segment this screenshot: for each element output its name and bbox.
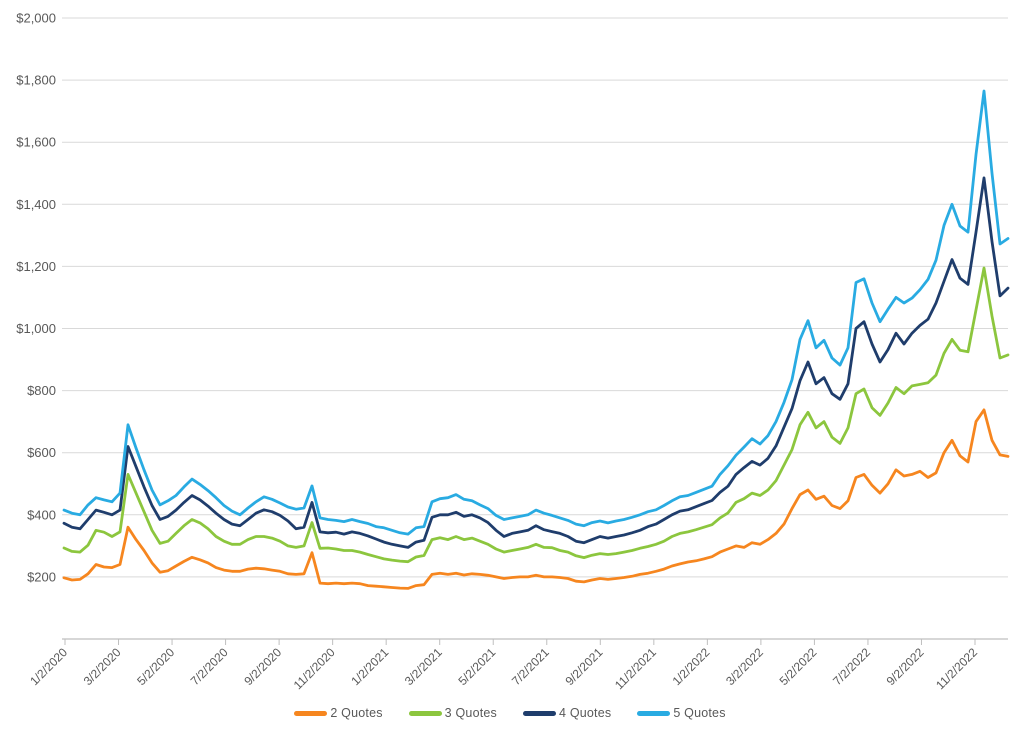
y-axis-tick-label: $1,200 — [16, 259, 56, 274]
legend-label: 3 Quotes — [444, 706, 497, 720]
x-axis-tick-label: 5/2/2021 — [455, 645, 498, 688]
legend-swatch-line — [294, 710, 328, 716]
series-line-2-quotes — [62, 408, 1010, 590]
legend-label: 2 Quotes — [330, 706, 383, 720]
x-axis-tick-label: 7/2/2020 — [188, 645, 231, 688]
x-axis-tick-label: 11/2/2022 — [933, 645, 980, 692]
y-axis-tick-label: $1,600 — [16, 135, 56, 150]
y-axis-tick-label: $1,800 — [16, 73, 56, 88]
x-axis-tick-label: 9/2/2022 — [884, 645, 927, 688]
legend-swatch-line — [523, 710, 556, 716]
legend-item-3-quotes: 3 Quotes — [408, 706, 497, 720]
x-axis-tick-label: 9/2/2020 — [241, 645, 284, 688]
x-axis-tick-label: 3/2/2021 — [402, 645, 445, 688]
legend-label: 5 Quotes — [673, 706, 726, 720]
legend-item-4-quotes: 4 Quotes — [523, 706, 611, 720]
data-series — [62, 89, 1010, 590]
x-axis-tick-label: 7/2/2021 — [509, 645, 552, 688]
series-line-3-quotes — [62, 266, 1010, 564]
x-axis-tick-label: 3/2/2020 — [81, 645, 124, 688]
x-axis-tick-label: 1/2/2021 — [348, 645, 391, 688]
y-axis-tick-label: $400 — [27, 507, 56, 522]
x-axis-tick-label: 1/2/2020 — [27, 645, 70, 688]
x-axis-tick-label: 5/2/2020 — [134, 645, 177, 688]
y-axis-tick-label: $600 — [27, 445, 56, 460]
x-axis-tick-label: 9/2/2021 — [562, 645, 605, 688]
x-axis-tick-label: 1/2/2022 — [670, 645, 713, 688]
legend-item-2-quotes: 2 Quotes — [294, 706, 382, 720]
gridlines — [62, 17, 1008, 578]
x-axis-labels: 1/2/2020 3/2/2020 5/2/2020 7/2/2020 9/2/2020… — [27, 645, 980, 692]
y-axis-tick-label: $800 — [27, 383, 56, 398]
y-axis-tick-label: $1,400 — [16, 197, 56, 212]
series-line-5-quotes — [62, 89, 1010, 536]
chart-legend: 2 Quotes 3 Quotes 4 Quotes 5 Quotes — [0, 706, 1020, 720]
legend-swatch-line — [408, 710, 442, 716]
axes — [62, 638, 1008, 645]
series-line-4-quotes — [62, 176, 1010, 549]
x-axis-tick-label: 5/2/2022 — [777, 645, 820, 688]
x-axis-tick-label: 7/2/2022 — [830, 645, 873, 688]
y-axis-labels: $200 $400 $600 $800 $1,000 $1,200 $1,400 $1,600… — [16, 11, 56, 585]
line-chart: $200 $400 $600 $800 $1,000 $1,200 $1,400 $1,600… — [16, 11, 1010, 692]
y-axis-tick-label: $200 — [27, 569, 56, 584]
y-axis-tick-label: $2,000 — [16, 11, 56, 26]
legend-item-5-quotes: 5 Quotes — [637, 706, 725, 720]
legend-swatch-line — [637, 710, 671, 716]
chart-canvas: $200 $400 $600 $800 $1,000 $1,200 $1,400 $1,600… — [16, 11, 1010, 692]
legend-label: 4 Quotes — [559, 706, 612, 720]
x-axis-tick-label: 11/2/2021 — [612, 645, 659, 692]
x-axis-tick-label: 3/2/2022 — [723, 645, 766, 688]
x-axis-tick-label: 11/2/2020 — [291, 645, 338, 692]
y-axis-tick-label: $1,000 — [16, 321, 56, 336]
